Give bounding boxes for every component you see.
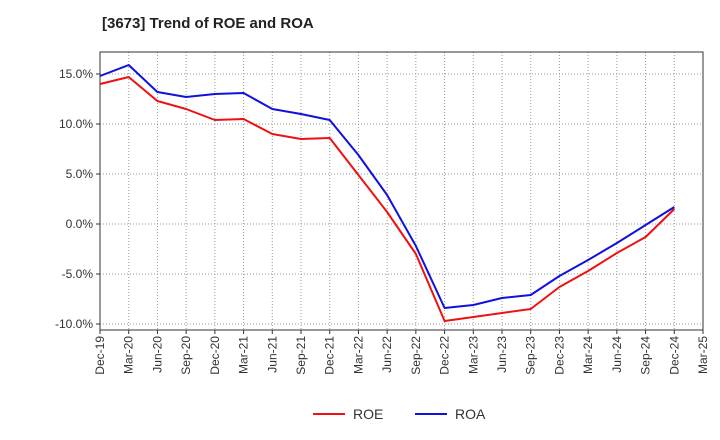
legend-label-roa: ROA: [455, 406, 486, 422]
x-tick-label: Mar-20: [122, 336, 136, 374]
y-tick-label: -10.0%: [55, 317, 93, 331]
x-tick-label: Jun-23: [495, 336, 509, 373]
series-line-roa: [99, 64, 675, 309]
x-tick-label: Dec-20: [208, 336, 222, 375]
x-tick-label: Jun-22: [380, 336, 394, 373]
x-tick-label: Dec-23: [552, 336, 566, 375]
y-tick-label: 15.0%: [59, 67, 93, 81]
x-tick-label: Sep-21: [294, 336, 308, 375]
y-tick-label: -5.0%: [62, 267, 94, 281]
y-tick-label: 5.0%: [66, 167, 94, 181]
x-tick-label: Mar-22: [351, 336, 365, 374]
plot-area-frame: [99, 51, 704, 331]
x-tick-label: Sep-23: [524, 336, 538, 375]
x-tick-label: Dec-22: [438, 336, 452, 375]
x-tick-label: Dec-19: [93, 336, 107, 375]
x-tick-label: Jun-21: [265, 336, 279, 373]
legend: ROE ROA: [313, 406, 486, 422]
x-tick-label: Sep-22: [409, 336, 423, 375]
legend-label-roe: ROE: [353, 406, 383, 422]
y-tick-label: 0.0%: [66, 217, 94, 231]
x-tick-label: Dec-21: [323, 336, 337, 375]
x-tick-label: Jun-20: [150, 336, 164, 373]
series-line-roe: [99, 76, 675, 322]
x-tick-label: Sep-24: [639, 336, 653, 375]
y-axis-ticks: -10.0% -5.0% 0.0% 5.0% 10.0% 15.0%: [55, 67, 100, 331]
chart-title: [3673] Trend of ROE and ROA: [102, 15, 314, 32]
x-tick-label: Mar-23: [466, 336, 480, 374]
x-axis-ticks: Dec-19 Mar-20 Jun-20 Sep-20 Dec-20 Mar-21 Jun-…: [93, 330, 710, 375]
x-tick-label: Mar-24: [581, 336, 595, 374]
x-tick-label: Mar-25: [696, 336, 710, 374]
x-tick-label: Mar-21: [237, 336, 251, 374]
y-tick-label: 10.0%: [59, 117, 93, 131]
x-tick-label: Jun-24: [610, 336, 624, 373]
series-lines: [99, 64, 675, 322]
x-tick-label: Dec-24: [667, 336, 681, 375]
grid-lines: [100, 52, 703, 330]
x-tick-label: Sep-20: [179, 336, 193, 375]
